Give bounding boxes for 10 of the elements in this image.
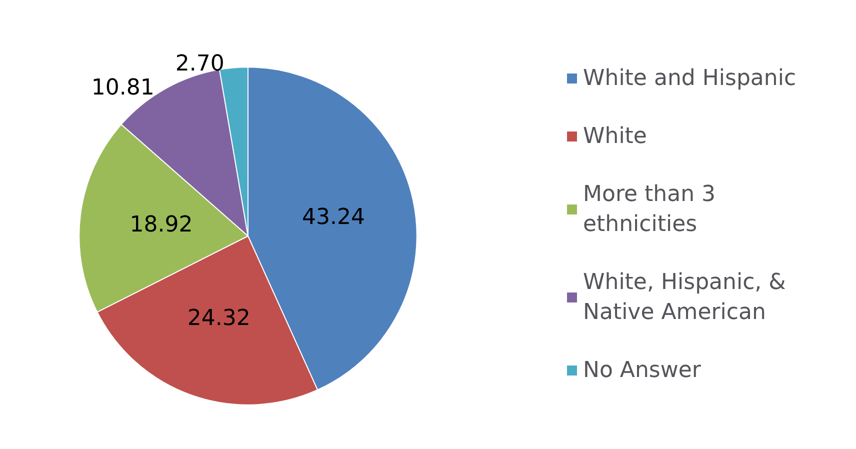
data-label: 24.32 xyxy=(187,306,250,331)
data-label: 2.70 xyxy=(175,51,224,76)
data-label: 10.81 xyxy=(91,75,154,100)
legend-label: White and Hispanic xyxy=(583,66,796,91)
data-label: 43.24 xyxy=(302,205,365,230)
legend-label: More than 3 ethnicities xyxy=(583,182,723,237)
legend-label: White xyxy=(583,124,647,149)
legend-label: No Answer xyxy=(583,358,702,383)
legend-label: White, Hispanic, & Native American xyxy=(583,270,793,325)
data-label: 18.92 xyxy=(130,212,193,238)
